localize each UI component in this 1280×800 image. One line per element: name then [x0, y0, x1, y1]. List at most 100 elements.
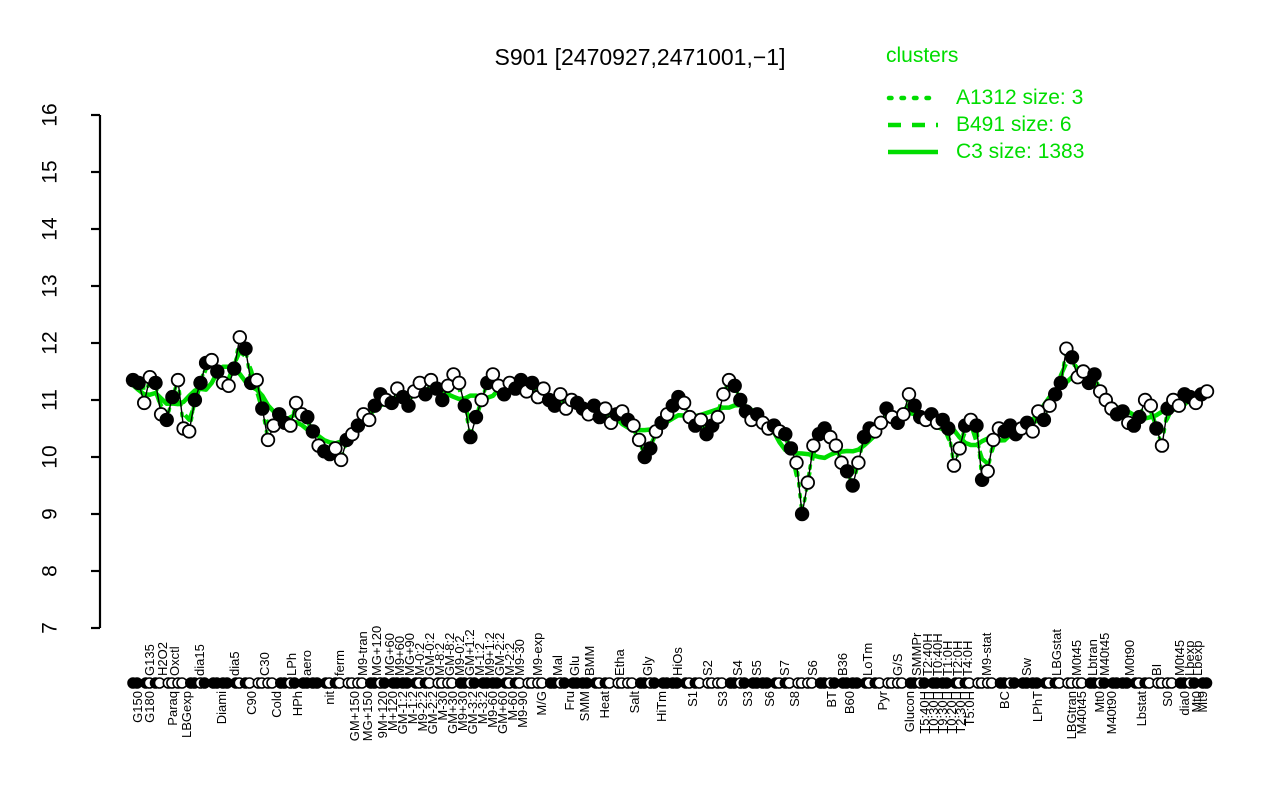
x-label-bottom: S3 — [740, 691, 755, 707]
data-point-filled — [907, 398, 922, 413]
x-label-top: M9+60 — [392, 636, 407, 676]
data-point-filled — [1036, 412, 1052, 428]
x-label-top: M0t45 — [1069, 640, 1084, 676]
x-label-top: HiOs — [670, 647, 685, 676]
x-label-bottom: B60 — [842, 691, 857, 714]
x-label-bottom: Salt — [627, 691, 642, 714]
x-label-bottom: T2:30H — [953, 691, 968, 734]
legend-entry-label: B491 size: 6 — [956, 112, 1072, 136]
x-label-top: MG+60 — [382, 633, 397, 676]
legend-entry-b491: B491 size: 6 — [886, 111, 1084, 138]
data-point-filled — [238, 341, 253, 356]
legend-entry-c3: C3 size: 1383 — [886, 138, 1084, 165]
x-label-bottom: GM-1:2 — [395, 691, 410, 734]
data-point-open — [1171, 398, 1187, 413]
x-label-bottom: GM-2:2 — [425, 691, 440, 734]
x-label-top: Glu — [567, 656, 582, 676]
x-label-top: Gly — [640, 656, 655, 676]
x-label-top: SMMPr — [909, 632, 924, 676]
data-point-filled — [159, 412, 174, 428]
legend-entry-a1312: A1312 size: 3 — [886, 84, 1084, 111]
x-label-top: dia5 — [227, 651, 242, 676]
x-label-top: H2O2 — [155, 642, 170, 676]
data-point-filled — [1053, 375, 1069, 391]
data-point-open — [896, 407, 911, 422]
x-label-top: M9+1:2 — [482, 632, 497, 676]
x-label-bottom: M-1:2 — [405, 691, 420, 724]
x-label-top: LPh — [284, 653, 299, 676]
x-label-top: GM-2:2 — [492, 633, 507, 676]
x-label-bottom: M9-90 — [515, 691, 530, 728]
data-point-filled — [1149, 421, 1164, 436]
data-point-filled — [727, 378, 742, 394]
condition-marker — [1200, 677, 1213, 689]
data-point-filled — [255, 401, 270, 416]
data-point-filled — [525, 375, 540, 391]
data-point-open — [1154, 438, 1170, 453]
data-point-filled — [794, 506, 810, 522]
y-tick-label: 12 — [39, 331, 62, 354]
x-label-bottom: M-3:2 — [475, 691, 490, 724]
x-label-bottom: S1 — [685, 691, 700, 707]
data-point-open — [676, 395, 692, 411]
data-point-open — [710, 409, 726, 425]
x-label-top: M-1:2 — [472, 643, 487, 676]
data-point-filled — [783, 441, 799, 456]
data-point-filled — [418, 387, 433, 402]
x-label-bottom: Glucon — [902, 691, 917, 732]
data-point-filled — [839, 464, 855, 479]
data-point-open — [249, 372, 264, 388]
data-point-filled — [496, 387, 512, 402]
x-label-top: Mal — [550, 655, 565, 676]
x-label-bottom: M9+30 — [455, 691, 470, 731]
data-point-open — [986, 432, 1001, 448]
legend: clusters A1312 size: 3 B491 size: 6 C3 s… — [886, 44, 1084, 165]
data-point-open — [946, 458, 962, 473]
data-point-open — [260, 432, 276, 448]
x-label-bottom: Mt0 — [1189, 691, 1204, 713]
x-label-bottom: M40t45 — [1074, 691, 1089, 734]
x-label-bottom: HPh — [290, 691, 305, 716]
data-point-open — [221, 378, 236, 394]
x-label-top: GM+1:2 — [462, 629, 477, 676]
data-point-filled — [226, 361, 242, 376]
x-label-bottom: dia0 — [1177, 691, 1192, 716]
data-point-filled — [733, 392, 748, 408]
data-point-open — [474, 392, 489, 408]
x-label-top: T0:40H — [930, 633, 945, 676]
x-label-top: S6 — [805, 660, 820, 676]
data-point-open — [1025, 424, 1040, 439]
x-label-top: S5 — [749, 660, 764, 676]
x-label-top: M0t90 — [1122, 640, 1137, 676]
data-point-open — [136, 395, 152, 411]
x-label-bottom: MG+150 — [360, 691, 375, 741]
x-label-top: GM-8:2 — [442, 633, 457, 676]
x-label-bottom: Heat — [597, 691, 612, 719]
data-point-open — [806, 438, 821, 453]
data-point-filled — [367, 398, 383, 413]
data-point-open — [333, 452, 349, 468]
x-label-bottom: T0:30H — [926, 691, 941, 734]
y-tick-label: 16 — [39, 103, 62, 126]
x-label-bottom: M-30 — [435, 691, 450, 721]
x-label-bottom: Paraq — [165, 691, 180, 726]
data-point-open — [800, 475, 816, 490]
x-label-top: M40t45 — [1097, 633, 1112, 676]
y-tick-label: 10 — [39, 445, 62, 468]
data-point-filled — [401, 398, 416, 413]
x-label-top: M-8:2 — [432, 643, 447, 676]
data-point-open — [693, 412, 709, 428]
data-point-filled — [187, 392, 203, 408]
data-point-filled — [969, 418, 984, 433]
dashed-line-sample-icon — [888, 122, 938, 127]
dotted-line-sample-icon — [886, 95, 940, 100]
data-point-open — [952, 441, 967, 456]
data-point-filled — [435, 392, 450, 408]
data-point-open — [553, 387, 568, 402]
x-label-top: C30 — [257, 652, 272, 676]
data-point-open — [451, 375, 467, 391]
data-point-open — [1199, 384, 1215, 399]
data-point-open — [170, 372, 186, 388]
data-point-filled — [1115, 404, 1130, 419]
